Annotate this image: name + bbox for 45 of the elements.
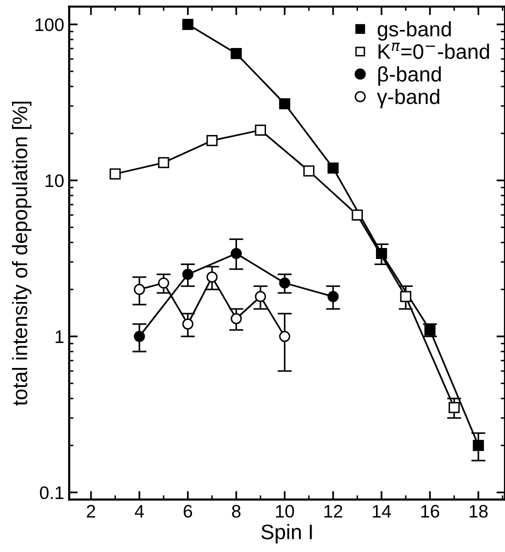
point bbox=[230, 248, 242, 260]
y-tick-label: 0.1 bbox=[40, 486, 64, 500]
point bbox=[134, 330, 145, 342]
y-axis-title: total intensity of depopulation [%] bbox=[12, 102, 32, 406]
point bbox=[303, 165, 314, 176]
point bbox=[254, 291, 266, 302]
legend-label: gs-band bbox=[378, 21, 451, 41]
x-axis-title: Spin I bbox=[261, 524, 312, 544]
point bbox=[424, 324, 436, 336]
point bbox=[279, 98, 290, 110]
point bbox=[230, 313, 242, 324]
point bbox=[182, 268, 194, 280]
legend-label: β-band bbox=[378, 66, 441, 86]
x-tick-label: 4 bbox=[134, 505, 144, 518]
legend-label: γ-band bbox=[376, 88, 440, 108]
x-tick-label: 14 bbox=[372, 505, 392, 518]
y-tick-label: 1 bbox=[56, 330, 64, 343]
point bbox=[352, 209, 363, 221]
point bbox=[328, 291, 339, 302]
point bbox=[400, 291, 412, 302]
point bbox=[448, 402, 460, 414]
x-tick-label: 18 bbox=[470, 504, 488, 518]
point bbox=[230, 48, 242, 60]
point bbox=[182, 18, 194, 30]
point bbox=[182, 318, 194, 330]
point bbox=[110, 168, 121, 180]
point bbox=[472, 440, 484, 452]
point bbox=[134, 284, 145, 296]
x-tick-label: 12 bbox=[324, 504, 342, 518]
point bbox=[279, 330, 290, 342]
point bbox=[206, 135, 218, 146]
x-tick-label: 8 bbox=[232, 504, 240, 518]
x-tick-label: 10 bbox=[276, 504, 294, 518]
point bbox=[254, 124, 266, 136]
point bbox=[158, 277, 170, 289]
point bbox=[158, 157, 170, 168]
y-tick-label: 100 bbox=[36, 18, 64, 32]
y-tick-label: 10 bbox=[46, 174, 64, 188]
point bbox=[279, 277, 290, 289]
x-tick-label: 2 bbox=[86, 504, 96, 518]
x-tick-label: 16 bbox=[421, 504, 440, 518]
point bbox=[328, 162, 339, 174]
point bbox=[206, 272, 218, 283]
x-tick-label: 6 bbox=[184, 504, 192, 518]
legend-label: K$^{π}$=0$^{−}$-band bbox=[378, 42, 489, 59]
